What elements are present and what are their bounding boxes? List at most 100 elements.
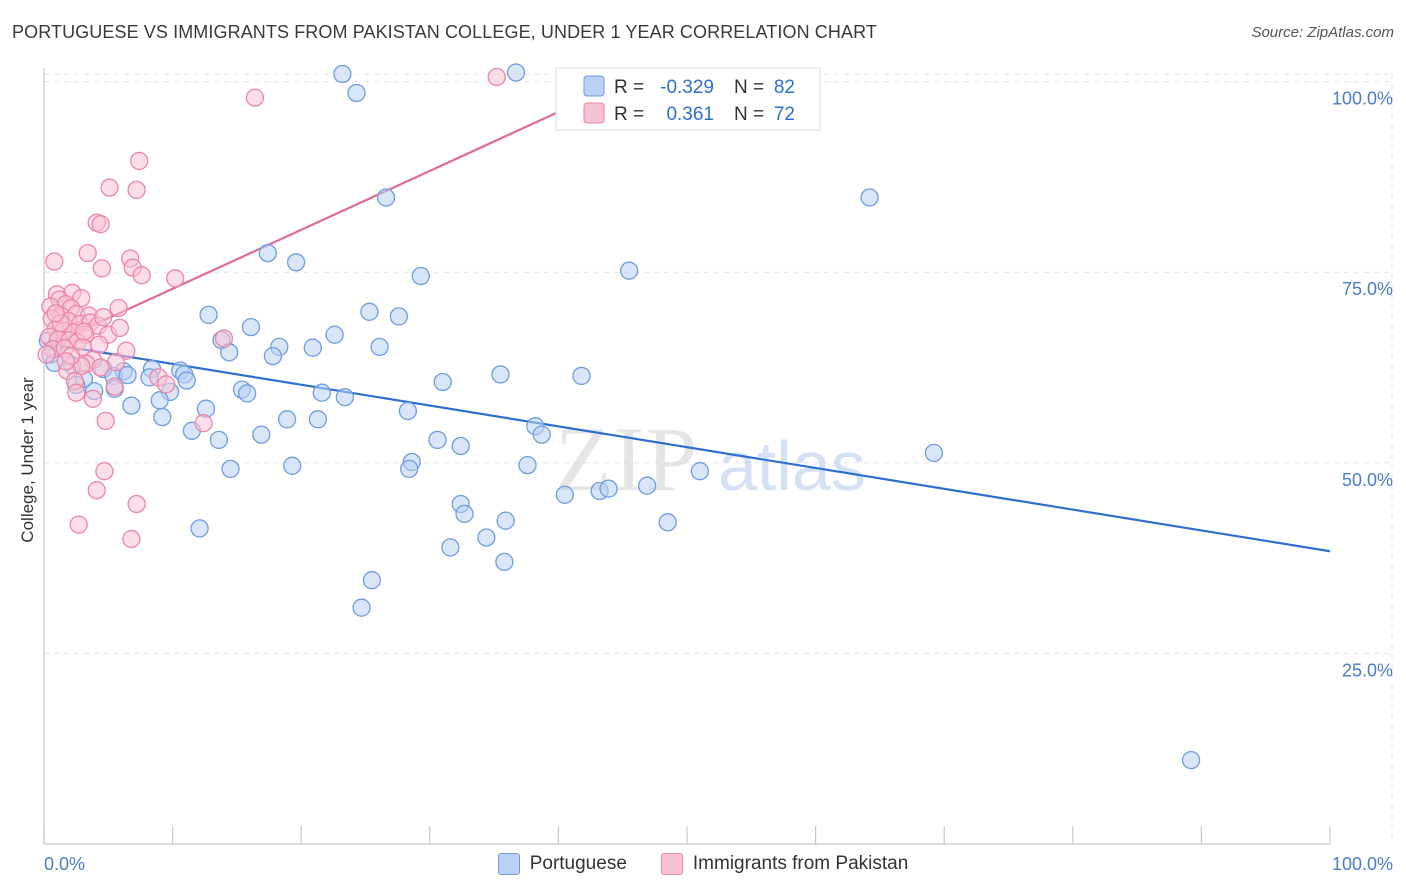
stats-n-value-blue: 82	[774, 77, 795, 98]
portuguese-point-8	[619, 261, 639, 280]
portuguese-point-42	[308, 410, 328, 429]
watermark: ZIP atlas	[555, 408, 866, 510]
pakistan-point-67	[46, 304, 65, 323]
trend-line-pakistan	[43, 108, 566, 349]
stats-legend: R = -0.329 N = 82 R = 0.361 N = 72	[555, 67, 821, 131]
pakistan-point-4	[127, 180, 146, 200]
stats-r-value-pink: 0.361	[666, 104, 714, 125]
portuguese-point-30	[491, 365, 510, 384]
portuguese-point-68	[495, 552, 514, 572]
legend-item-portuguese: Portuguese	[497, 853, 627, 875]
portuguese-point-40	[153, 407, 172, 427]
pakistan-point-59	[194, 414, 213, 433]
stats-r-label-pink: R =	[614, 104, 644, 125]
pakistan-point-0	[487, 67, 506, 87]
portuguese-point-16	[303, 338, 322, 357]
pakistan-point-12	[132, 266, 151, 285]
series-pakistan-points	[37, 67, 506, 549]
portuguese-point-67	[441, 538, 460, 557]
portuguese-point-4	[860, 188, 879, 207]
pakistan-point-69	[56, 352, 76, 371]
pakistan-point-68	[74, 322, 94, 341]
pakistan-point-56	[83, 389, 103, 408]
pakistan-point-61	[87, 481, 106, 500]
pakistan-point-21	[109, 298, 128, 318]
pakistan-point-6	[91, 215, 110, 234]
y-tick-label-2: 75.0%	[1342, 279, 1393, 299]
grid-lines	[44, 73, 1393, 844]
portuguese-point-52	[283, 456, 302, 475]
portuguese-point-62	[455, 504, 474, 524]
y-tick-label-3: 100.0%	[1332, 89, 1393, 109]
portuguese-point-70	[352, 598, 371, 617]
portuguese-point-71	[1181, 750, 1201, 770]
pakistan-point-43	[90, 335, 109, 354]
pakistan-point-2	[130, 151, 149, 171]
portuguese-point-63	[496, 511, 515, 530]
trend-lines	[43, 108, 1331, 553]
portuguese-point-77	[122, 396, 141, 415]
portuguese-point-60	[599, 479, 618, 498]
portuguese-point-45	[209, 430, 229, 450]
portuguese-point-29	[433, 372, 452, 392]
portuguese-point-48	[451, 436, 470, 456]
stats-legend-swatch-pink	[583, 102, 605, 124]
portuguese-point-69	[362, 571, 382, 590]
stats-r-value-blue: -0.329	[660, 77, 714, 98]
portuguese-point-25	[118, 365, 137, 385]
portuguese-point-9	[199, 305, 218, 325]
portuguese-point-79	[312, 383, 331, 402]
portuguese-point-64	[658, 513, 677, 532]
portuguese-point-10	[360, 302, 379, 321]
portuguese-point-55	[518, 455, 537, 475]
watermark-atlas: atlas	[718, 427, 866, 505]
portuguese-point-66	[477, 528, 496, 547]
trend-line-portuguese	[43, 342, 1331, 553]
pakistan-point-7	[78, 243, 97, 263]
tick-labels: 25.0% 50.0% 75.0% 100.0% 0.0% 100.0%	[44, 89, 1393, 874]
portuguese-point-13	[325, 325, 344, 344]
legend-swatch-portuguese	[497, 853, 520, 875]
y-tick-label-0: 25.0%	[1342, 660, 1393, 680]
chart-title: PORTUGUESE VS IMMIGRANTS FROM PAKISTAN C…	[12, 22, 877, 42]
portuguese-point-50	[924, 443, 944, 463]
y-tick-label-1: 50.0%	[1342, 470, 1393, 490]
pakistan-point-1	[245, 88, 265, 107]
portuguese-point-65	[190, 519, 209, 538]
pakistan-point-55	[67, 383, 86, 402]
x-tick-label-0: 0.0%	[44, 854, 85, 874]
portuguese-point-56	[690, 462, 710, 481]
pakistan-point-53	[105, 377, 124, 396]
stats-r-label-blue: R =	[614, 77, 644, 98]
portuguese-point-43	[398, 401, 418, 421]
pakistan-point-71	[110, 318, 130, 338]
stats-n-label-pink: N =	[734, 104, 764, 125]
portuguese-point-6	[286, 253, 306, 272]
portuguese-point-0	[333, 64, 352, 84]
stats-n-value-pink: 72	[774, 104, 795, 125]
series-legend: Portuguese Immigrants from Pakistan	[0, 852, 1406, 876]
legend-item-pakistan: Immigrants from Pakistan	[660, 853, 909, 875]
pakistan-point-54	[157, 375, 176, 394]
portuguese-point-46	[252, 425, 271, 444]
portuguese-point-54	[400, 459, 419, 479]
pakistan-point-62	[127, 494, 146, 514]
portuguese-point-1	[347, 83, 366, 103]
pakistan-point-63	[69, 515, 88, 534]
x-tick-label-1: 100.0%	[1332, 854, 1393, 874]
portuguese-point-36	[238, 384, 257, 403]
portuguese-point-17	[370, 337, 389, 357]
portuguese-point-49	[532, 425, 551, 444]
axes	[43, 68, 1331, 845]
pakistan-point-10	[92, 259, 112, 278]
portuguese-point-28	[177, 371, 196, 390]
pakistan-point-60	[95, 462, 114, 481]
portuguese-point-58	[555, 485, 574, 504]
portuguese-point-19	[263, 346, 283, 366]
pakistan-point-58	[96, 411, 115, 431]
legend-label-pakistan: Immigrants from Pakistan	[692, 853, 909, 874]
chart-source: Source: ZipAtlas.com	[1251, 24, 1394, 41]
portuguese-point-37	[150, 391, 169, 410]
pakistan-point-70	[94, 308, 113, 327]
